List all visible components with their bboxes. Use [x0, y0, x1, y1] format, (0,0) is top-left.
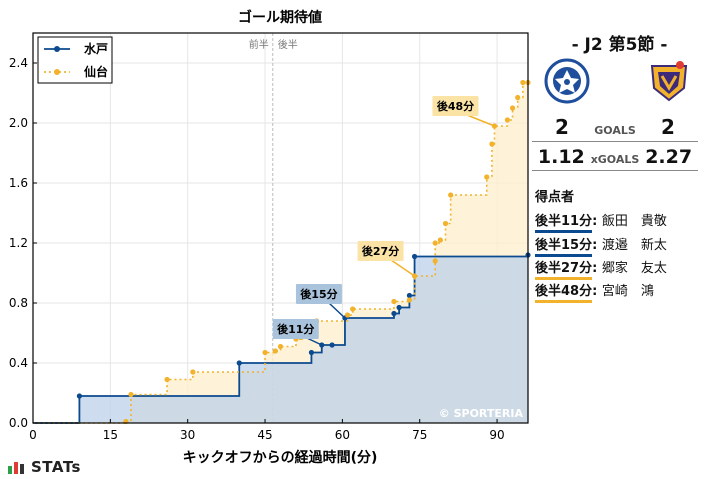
- plot-frame: [32, 32, 529, 424]
- scorer-time: 後半15分: [535, 238, 593, 257]
- y-tick-label: 2.0: [9, 116, 28, 130]
- x-tick-label: 90: [489, 428, 504, 442]
- data-point-仙台: [437, 237, 443, 243]
- goal-annotation: 後27分: [362, 244, 399, 258]
- x-tick-label: 60: [335, 428, 350, 442]
- scorer-name: 渡邉 新太: [601, 238, 667, 253]
- data-point-仙台: [262, 349, 268, 356]
- scorer-1: 後半11分: 飯田 貴敬: [535, 210, 667, 233]
- x-tick-label: 75: [412, 428, 427, 442]
- annotation-box: [295, 284, 342, 304]
- home-team-logo: [544, 58, 590, 104]
- first-half-label: 前半: [249, 38, 269, 51]
- data-point-仙台: [509, 105, 516, 111]
- chart-title: ゴール期待値: [238, 9, 322, 26]
- x-tick-label: 15: [103, 428, 118, 442]
- annotation-leader: [389, 258, 415, 277]
- away-xg: 2.27: [645, 146, 693, 168]
- data-point-水戸: [396, 304, 402, 311]
- goal-annotation: 後15分: [300, 287, 337, 301]
- annotation-box: [272, 319, 319, 339]
- y-tick-label: 0.8: [9, 296, 28, 310]
- away-goals: 2: [661, 115, 675, 139]
- data-point-仙台: [190, 369, 196, 375]
- data-point-仙台: [164, 376, 170, 383]
- legend-marker: [54, 69, 60, 75]
- data-point-水戸: [411, 253, 418, 260]
- copyright: © SPORTERIA: [439, 407, 524, 420]
- series-area-水戸: [33, 255, 528, 423]
- data-point-仙台: [391, 298, 397, 305]
- scorer-3: 後半27分: 郷家 友太: [535, 257, 667, 280]
- stats-brand: STATs: [31, 458, 81, 476]
- y-tick-label: 2.4: [9, 56, 28, 70]
- scorer-name: 宮崎 鴻: [601, 284, 654, 299]
- y-tick-label: 1.6: [9, 176, 28, 190]
- data-point-仙台: [350, 306, 356, 312]
- home-xg: 1.12: [537, 146, 585, 168]
- data-point-仙台: [406, 297, 413, 303]
- data-point-水戸: [329, 342, 335, 348]
- y-tick-label: 1.2: [9, 236, 28, 250]
- second-half-label: 後半: [278, 38, 298, 51]
- data-point-仙台: [272, 348, 278, 354]
- data-point-仙台: [448, 192, 454, 198]
- scorer-time: 後半11分: [535, 214, 593, 233]
- y-tick-label: 0.4: [9, 356, 28, 370]
- data-point-仙台: [128, 391, 134, 398]
- data-point-仙台: [520, 79, 526, 86]
- xg-label: xGOALS: [590, 153, 640, 166]
- legend-entry: 仙台: [84, 64, 108, 79]
- data-point-仙台: [489, 141, 495, 147]
- legend-marker: [54, 46, 60, 52]
- data-point-水戸: [406, 292, 413, 299]
- data-point-仙台: [442, 220, 449, 227]
- legend-box: [37, 36, 113, 84]
- legend-entry: 水戸: [84, 41, 108, 56]
- scorers-title: 得点者: [535, 190, 575, 205]
- data-point-仙台: [484, 174, 490, 180]
- annotation-box: [357, 241, 404, 261]
- match-title: - J2 第5節 -: [571, 35, 668, 55]
- annotation-leader: [327, 301, 346, 319]
- x-axis-label: キックオフからの経過時間(分): [183, 449, 378, 466]
- scorer-time: 後半27分: [535, 261, 593, 280]
- scorer-4: 後半48分: 宮崎 鴻: [535, 280, 654, 303]
- match-panel: - J2 第5節 - 2 GOALS 2 1.12 xGOALS 2.27 得点…: [532, 0, 707, 479]
- stats-bars-icon: [8, 462, 24, 474]
- xg-row: 1.12 xGOALS 2.27: [532, 146, 698, 171]
- data-point-仙台: [277, 343, 284, 350]
- data-point-水戸: [236, 360, 242, 366]
- x-tick-label: 45: [257, 428, 272, 442]
- data-point-水戸: [308, 349, 315, 356]
- scorer-name: 郷家 友太: [601, 261, 667, 276]
- data-point-仙台: [504, 117, 510, 123]
- home-goals: 2: [555, 115, 569, 139]
- x-tick-label: 30: [180, 428, 195, 442]
- goal-annotation: 後48分: [437, 99, 474, 113]
- annotation-box: [432, 96, 479, 116]
- goals-label: GOALS: [594, 124, 636, 137]
- stats-logo: STATs: [8, 458, 81, 476]
- goals-row: 2 GOALS 2: [532, 115, 698, 142]
- scorer-2: 後半15分: 渡邉 新太: [535, 234, 667, 257]
- scorer-name: 飯田 貴敬: [601, 214, 667, 229]
- goal-annotation: 後11分: [277, 322, 314, 336]
- data-point-仙台: [432, 240, 438, 246]
- data-point-仙台: [515, 94, 521, 101]
- data-point-水戸: [76, 393, 83, 399]
- x-tick-label: 0: [29, 428, 37, 442]
- away-team-logo: [646, 58, 692, 104]
- y-tick-label: 0.0: [9, 416, 28, 430]
- data-point-仙台: [344, 312, 351, 318]
- scorer-time: 後半48分: [535, 284, 593, 303]
- data-point-水戸: [391, 310, 397, 317]
- data-point-仙台: [432, 258, 438, 264]
